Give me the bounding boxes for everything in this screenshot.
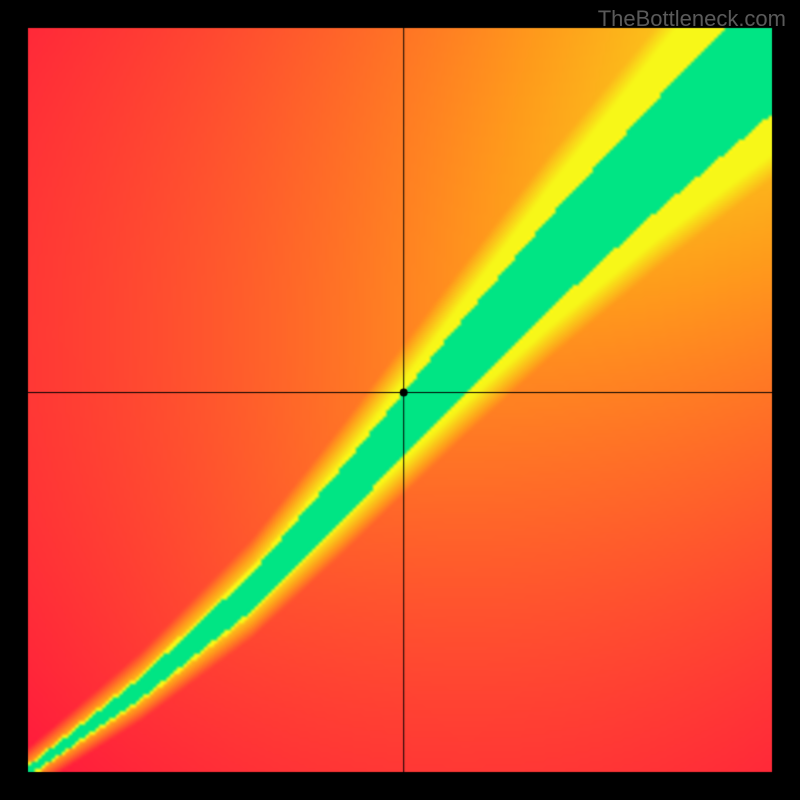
chart-container: TheBottleneck.com <box>0 0 800 800</box>
watermark-text: TheBottleneck.com <box>598 6 786 32</box>
heatmap-canvas <box>0 0 800 800</box>
